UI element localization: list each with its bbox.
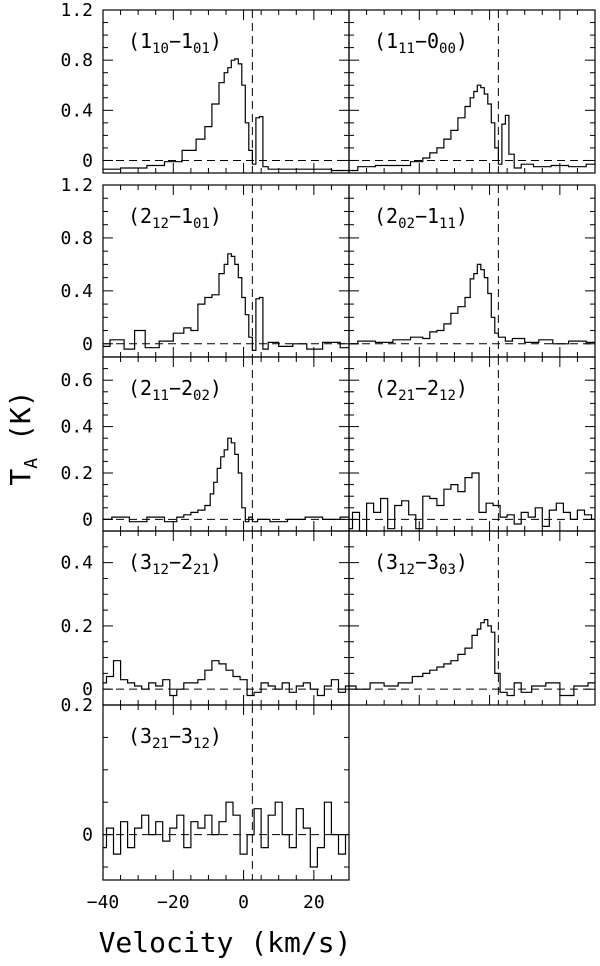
x-tick-label: −40	[87, 892, 120, 913]
spectrum-line	[103, 801, 349, 868]
y-tick-label: 0.8	[60, 50, 93, 71]
y-tick-label: 0.8	[60, 228, 93, 249]
y-tick-label: 0.4	[60, 417, 93, 438]
y-tick-label: 0	[82, 825, 93, 846]
y-axis-label-unit: (K)	[4, 390, 37, 457]
spectrum-panel-1: 0 0.4 0.8 1.2 (110−101)	[60, 0, 350, 174]
y-axis-label: TA (K)	[4, 390, 42, 485]
y-tick-label: 0	[82, 150, 93, 171]
transition-label: (321−312)	[128, 724, 222, 752]
transition-label: (110−101)	[128, 29, 222, 57]
spectrum-line	[103, 58, 349, 172]
spectrum-panel-4: (202−111)	[348, 184, 596, 358]
y-tick-label: 0.4	[60, 281, 93, 302]
x-tick-label: 0	[238, 892, 249, 913]
y-tick-label: 0.4	[60, 100, 93, 121]
x-axis-label: Velocity (km/s)	[99, 926, 352, 959]
x-tick-label: −20	[157, 892, 190, 913]
y-axis-label-main: T	[4, 469, 37, 486]
y-tick-label: 0	[82, 679, 93, 700]
y-tick-label: 0.6	[60, 370, 93, 391]
spectrum-panel-3: 0 0.4 0.8 1.2 (212−101)	[60, 175, 350, 358]
transition-label: (111−000)	[374, 29, 468, 57]
spectrum-panel-6: (221−212)	[348, 356, 596, 532]
x-tick-label: 20	[303, 892, 325, 913]
spectrum-line	[349, 619, 595, 697]
transition-label: (312−303)	[374, 550, 468, 578]
y-tick-label: 1.2	[60, 175, 93, 196]
transition-label: (202−111)	[374, 204, 468, 232]
spectrum-panel-9: 0 0.2 −40 −20 0 20 (321−312)	[60, 695, 350, 913]
spectrum-line	[103, 437, 349, 523]
y-tick-label: 0.4	[60, 553, 93, 574]
y-tick-label: 0.2	[60, 616, 93, 637]
spectrum-panel-2: (111−000)	[348, 9, 596, 174]
y-tick-label: 0	[82, 509, 93, 530]
y-tick-label: 0.2	[60, 695, 93, 716]
spectrum-panel-5: 0 0.2 0.4 0.6 (211−202)	[60, 356, 350, 532]
spectrum-panel-7: 0 0.2 0.4 (312−221)	[60, 530, 350, 706]
spectrum-line	[103, 660, 349, 697]
transition-label: (211−202)	[128, 376, 222, 404]
y-axis-label-sub: A	[21, 458, 42, 469]
spectrum-line	[349, 472, 595, 532]
y-tick-label: 0.2	[60, 463, 93, 484]
spectrum-line	[349, 84, 595, 172]
spectra-panels: 0 0.4 0.8 1.2 (110−101) (111−000) 0 0.4 0.8 1.2 (2…	[60, 0, 596, 913]
spectrum-panel-8: (312−303)	[348, 530, 596, 706]
transition-label: (221−212)	[374, 376, 468, 404]
transition-label: (312−221)	[128, 550, 222, 578]
y-tick-label: 0	[82, 334, 93, 355]
transition-label: (212−101)	[128, 204, 222, 232]
spectrum-line	[349, 263, 595, 345]
spectrum-line	[103, 253, 349, 351]
y-tick-label: 1.2	[60, 0, 93, 21]
